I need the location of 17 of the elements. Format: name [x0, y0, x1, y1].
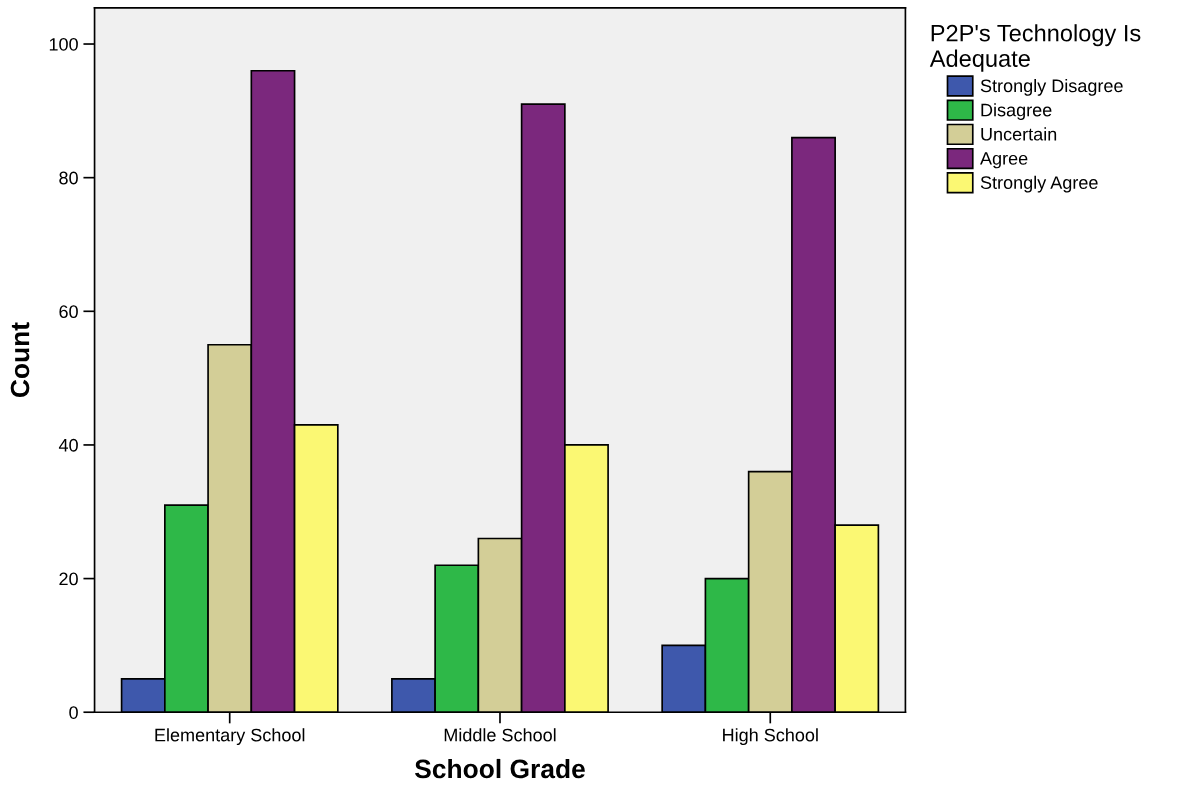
y-tick-label: 20: [59, 572, 78, 586]
y-tick-label: 80: [59, 171, 78, 185]
y-tick-label: 100: [49, 37, 78, 51]
y-tick-label: 60: [59, 305, 78, 319]
x-tick-label: High School: [723, 728, 818, 746]
legend-label: Uncertain: [981, 127, 1057, 141]
x-tick-label: Elementary School: [155, 728, 305, 746]
legend-label: Agree: [980, 152, 1028, 169]
y-tick-label: 40: [58, 438, 78, 452]
legend-label: Disagree: [981, 103, 1052, 120]
y-tick-label: 0: [69, 706, 78, 719]
x-axis-title: School Grade: [414, 758, 585, 779]
y-axis-title: Count: [10, 322, 30, 398]
legend-label: Strongly Agree: [980, 175, 1098, 193]
legend-title: P2P's Technology Is Adequate: [929, 24, 1141, 72]
x-tick-label: Middle School: [444, 728, 556, 742]
legend-label: Strongly Disagree: [980, 78, 1123, 96]
